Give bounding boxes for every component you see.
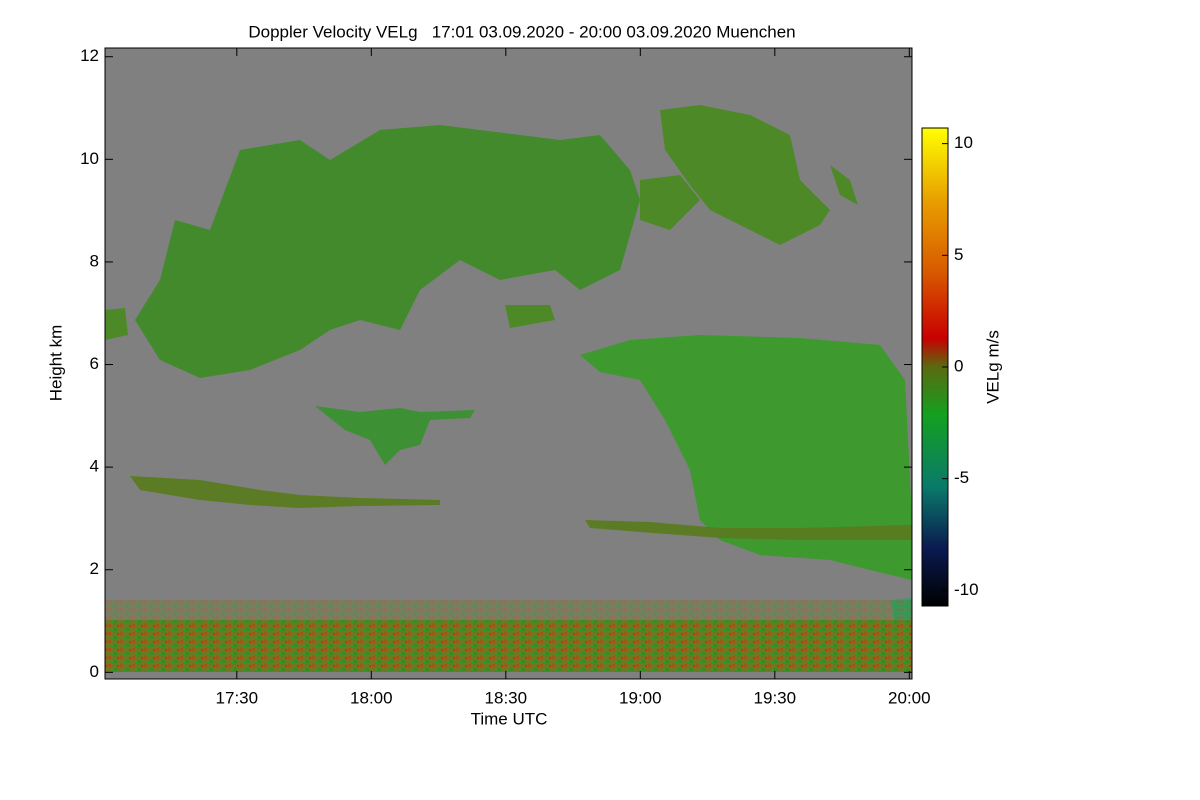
surface-clutter — [105, 600, 912, 620]
x-tick-label: 18:30 — [485, 688, 528, 707]
cloud — [135, 125, 640, 378]
y-tick-label: 4 — [90, 457, 99, 476]
cloud — [580, 335, 912, 580]
y-tick-label: 0 — [90, 662, 99, 681]
x-tick-label: 20:00 — [888, 688, 931, 707]
colorbar-label: VELg m/s — [983, 330, 1002, 404]
x-tick-label: 17:30 — [216, 688, 259, 707]
plot-field — [105, 48, 912, 679]
y-tick-label: 2 — [90, 559, 99, 578]
x-axis-label: Time UTC — [471, 709, 548, 728]
colorbar-tick-label: 5 — [954, 245, 963, 264]
y-tick-label: 12 — [80, 46, 99, 65]
colorbar-tick-label: -5 — [954, 468, 969, 487]
y-tick-label: 6 — [90, 354, 99, 373]
surface-clutter — [105, 620, 912, 672]
cloud — [660, 105, 830, 245]
x-tick-label: 18:00 — [350, 688, 393, 707]
cloud — [315, 406, 475, 465]
cloud — [130, 476, 912, 540]
y-tick-label: 10 — [80, 149, 99, 168]
x-tick-label: 19:00 — [619, 688, 662, 707]
y-axis-label: Height km — [46, 325, 65, 402]
colorbar-tick-label: 0 — [954, 356, 963, 375]
chart-title: Doppler Velocity VELg 17:01 03.09.2020 -… — [248, 22, 795, 41]
x-tick-label: 19:30 — [754, 688, 797, 707]
colorbar-tick-label: -10 — [954, 580, 979, 599]
y-tick-label: 8 — [90, 251, 99, 270]
plot-frame — [104, 47, 913, 680]
cloud — [105, 165, 858, 340]
colorbar-tick-label: 10 — [954, 133, 973, 152]
